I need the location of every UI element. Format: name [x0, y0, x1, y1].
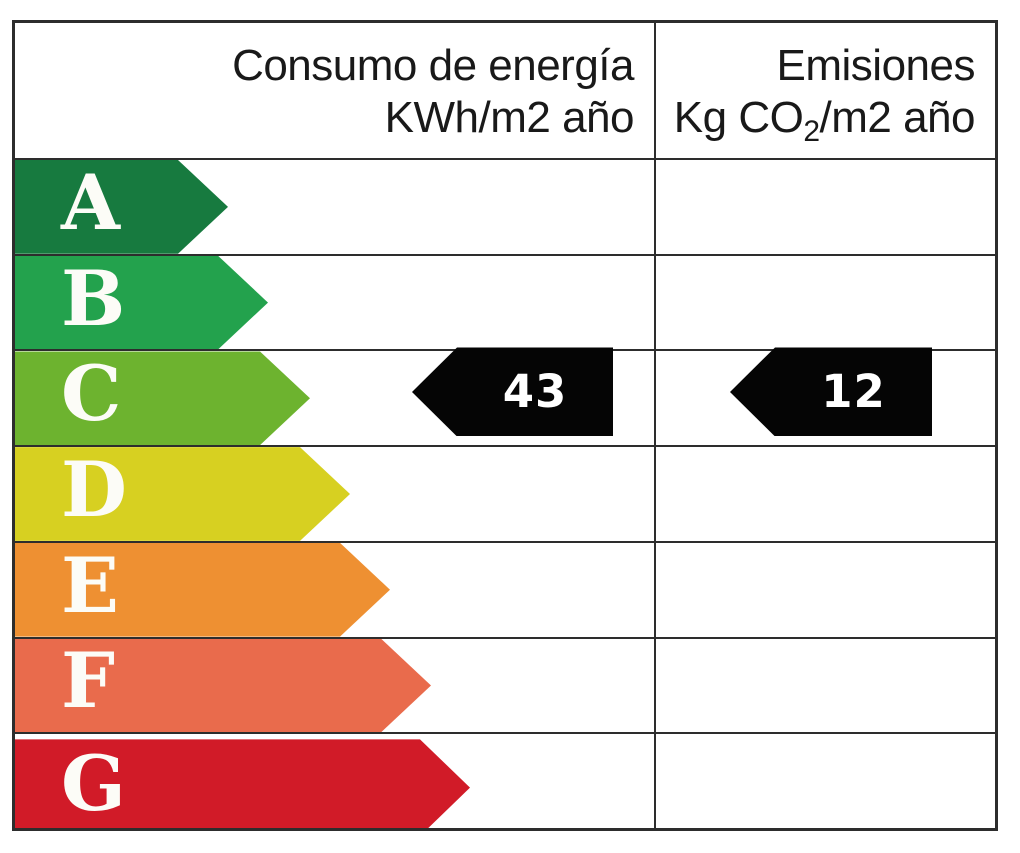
rating-row-c: C 43 12: [15, 347, 995, 448]
rating-arrow-e: E: [15, 543, 390, 637]
emissions-value-arrow: 12: [730, 347, 932, 437]
rating-letter-e: E: [61, 540, 119, 630]
rating-arrow-c: C: [15, 351, 310, 445]
rating-row-e: E: [15, 543, 995, 639]
rating-row-d: D: [15, 447, 995, 543]
rating-row-b: B: [15, 256, 995, 352]
rating-arrow-a: A: [15, 160, 228, 254]
co2-subscript: 2: [803, 115, 820, 148]
rating-arrow-b: B: [15, 256, 268, 350]
rating-letter-c: C: [61, 349, 122, 439]
rating-letter-g: G: [61, 738, 126, 828]
rating-letter-b: B: [61, 253, 126, 343]
consumption-value-arrow: 43: [412, 347, 613, 437]
consumption-header-line2: KWh/m2 año: [384, 93, 635, 142]
rating-row-a: A: [15, 160, 995, 256]
emissions-header-line2: Kg CO2/m2 año: [673, 93, 976, 148]
consumption-header-line1: Consumo de energía: [232, 41, 634, 90]
energy-rating-table: Consumo de energía KWh/m2 año Emisiones …: [12, 20, 998, 831]
column-divider: [654, 23, 656, 828]
rating-letter-d: D: [61, 445, 127, 535]
consumption-value: 43: [502, 365, 568, 419]
emissions-value: 12: [821, 365, 886, 419]
rating-row-g: G: [15, 734, 995, 828]
emissions-header: Emisiones Kg CO2/m2 año: [656, 23, 995, 158]
rating-letter-a: A: [61, 157, 120, 247]
rating-letter-f: F: [61, 636, 115, 726]
rating-arrow-d: D: [15, 447, 350, 541]
rating-arrow-g: G: [15, 739, 470, 828]
rating-row-f: F: [15, 639, 995, 735]
emissions-header-line1: Emisiones: [776, 41, 976, 90]
consumption-header: Consumo de energía KWh/m2 año: [15, 23, 656, 158]
table-header: Consumo de energía KWh/m2 año Emisiones …: [15, 23, 995, 160]
rating-arrow-f: F: [15, 639, 431, 733]
